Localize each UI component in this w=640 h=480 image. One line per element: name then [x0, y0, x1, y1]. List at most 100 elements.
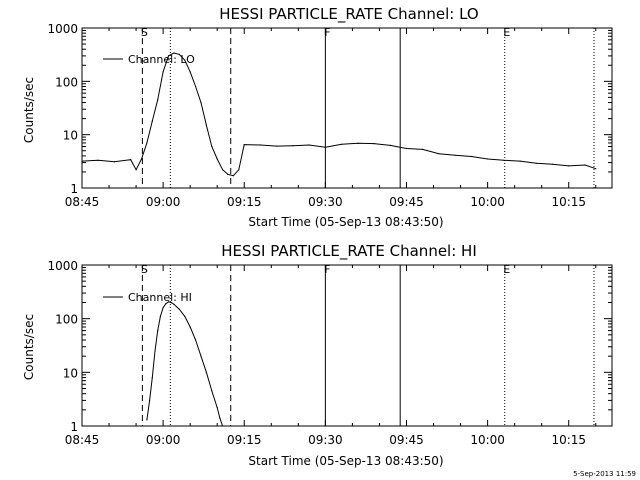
data-point-lo-0-18 — [211, 145, 213, 148]
x-tick-label-hi-6: 10:15 — [551, 433, 586, 447]
data-point-lo-0-0 — [81, 160, 83, 162]
data-point-lo-0-39 — [487, 158, 489, 160]
data-point-lo-0-8 — [157, 99, 159, 101]
data-point-lo-0-10 — [167, 55, 170, 57]
data-point-lo-0-12 — [178, 53, 180, 56]
data-point-hi-0-1 — [149, 399, 151, 401]
data-point-hi-0-4 — [157, 330, 159, 332]
data-point-lo-0-4 — [135, 169, 137, 171]
x-tick-label-lo-0: 08:45 — [65, 195, 100, 209]
data-point-hi-0-18 — [216, 407, 218, 409]
y-tick-label-hi-3: 1000 — [47, 259, 78, 273]
series-group-hi — [146, 301, 224, 427]
series-line-hi-0 — [146, 301, 224, 427]
data-point-lo-0-17 — [205, 124, 207, 126]
y-tick-label-lo-0: 1 — [70, 182, 78, 196]
panel-channel-hi: HESSI PARTICLE_RATE Channel: HI Counts/s… — [22, 242, 613, 468]
data-point-lo-0-28 — [308, 144, 310, 146]
data-point-lo-0-23 — [238, 169, 240, 171]
x-tick-label-lo-4: 09:45 — [389, 195, 424, 209]
legend-hi: Channel: HI — [103, 291, 192, 304]
y-tick-label-lo-2: 100 — [55, 75, 78, 89]
data-point-lo-0-3 — [130, 159, 132, 161]
chart-title-lo: HESSI PARTICLE_RATE Channel: LO — [219, 5, 478, 24]
data-point-hi-0-0 — [146, 419, 148, 421]
axis-ticks-hi — [81, 264, 612, 427]
data-point-lo-0-5 — [140, 158, 143, 160]
data-point-hi-0-11 — [178, 308, 180, 310]
x-tick-label-lo-5: 10:00 — [470, 195, 505, 209]
data-point-lo-0-37 — [454, 154, 456, 156]
data-point-lo-0-36 — [438, 153, 440, 155]
data-point-hi-0-12 — [184, 315, 186, 317]
data-point-lo-0-20 — [222, 169, 224, 171]
x-tick-label-hi-1: 09:00 — [146, 433, 181, 447]
data-point-lo-0-1 — [97, 159, 99, 161]
data-point-lo-0-13 — [184, 59, 186, 61]
event-marker-label-lo-0: S — [141, 26, 148, 39]
data-point-lo-0-9 — [162, 71, 164, 73]
data-point-lo-0-44 — [568, 165, 570, 167]
legend-lo: Channel: LO — [103, 53, 195, 66]
event-marker-label-hi-3: F — [324, 263, 330, 276]
panel-channel-lo: HESSI PARTICLE_RATE Channel: LO Counts/s… — [22, 5, 613, 229]
series-line-lo-0 — [81, 52, 596, 177]
event-marker-label-lo-5: E — [503, 26, 510, 39]
x-tick-label-hi-3: 09:30 — [308, 433, 343, 447]
data-point-lo-0-7 — [151, 120, 153, 122]
data-point-lo-0-26 — [276, 145, 278, 147]
data-point-lo-0-30 — [341, 143, 343, 145]
data-point-lo-0-45 — [584, 164, 586, 166]
data-point-lo-0-46 — [595, 168, 597, 170]
x-axis-label-hi: Start Time (05-Sep-13 08:43:50) — [248, 454, 443, 468]
data-point-hi-0-6 — [162, 307, 164, 309]
data-point-lo-0-31 — [357, 142, 359, 144]
data-point-lo-0-21 — [227, 173, 229, 175]
plot-frame-lo — [81, 27, 613, 189]
axis-ticks-lo — [81, 27, 612, 189]
y-tick-label-hi-1: 10 — [63, 366, 78, 380]
data-point-lo-0-24 — [243, 144, 245, 146]
x-tick-label-hi-5: 10:00 — [470, 433, 505, 447]
data-point-hi-0-20 — [222, 425, 224, 427]
y-tick-label-lo-3: 1000 — [47, 22, 78, 36]
data-point-lo-0-38 — [470, 155, 472, 158]
plot-frame-hi — [81, 264, 613, 427]
event-marker-label-lo-3: F — [324, 26, 330, 39]
data-point-lo-0-40 — [503, 159, 505, 161]
y-tick-label-hi-2: 100 — [55, 313, 78, 327]
data-point-lo-0-6 — [146, 142, 148, 144]
event-marker-label-hi-0: S — [141, 263, 148, 276]
x-tick-label-lo-3: 09:30 — [308, 195, 343, 209]
data-point-hi-0-2 — [151, 376, 153, 379]
data-point-hi-0-3 — [154, 350, 156, 352]
data-point-hi-0-14 — [195, 339, 197, 341]
data-point-lo-0-19 — [216, 158, 218, 160]
x-tick-label-hi-2: 09:15 — [227, 433, 262, 447]
data-point-hi-0-7 — [165, 303, 167, 305]
data-point-lo-0-29 — [324, 146, 326, 148]
data-point-hi-0-15 — [200, 355, 202, 357]
tick-labels-lo: 08:45 09:00 09:15 09:30 09:45 10:00 10:15 1 10 10… — [47, 22, 586, 209]
x-tick-label-lo-6: 10:15 — [551, 195, 586, 209]
data-point-lo-0-16 — [200, 102, 202, 104]
data-point-lo-0-34 — [405, 147, 408, 150]
data-point-lo-0-42 — [535, 162, 537, 164]
series-group-lo — [81, 52, 597, 177]
data-point-lo-0-32 — [373, 143, 375, 145]
y-axis-label-lo: Counts/sec — [22, 77, 36, 143]
data-point-lo-0-22 — [232, 175, 234, 177]
data-point-lo-0-33 — [389, 144, 391, 146]
y-axis-label-hi: Counts/sec — [22, 314, 36, 380]
data-point-lo-0-27 — [292, 145, 294, 147]
data-point-lo-0-35 — [422, 148, 424, 150]
x-tick-label-lo-2: 09:15 — [227, 195, 262, 209]
timestamp-stamp: 5-Sep-2013 11:59 — [573, 470, 636, 478]
x-tick-label-hi-4: 09:45 — [389, 433, 424, 447]
event-marker-label-hi-5: E — [503, 263, 510, 276]
x-axis-label-lo: Start Time (05-Sep-13 08:43:50) — [248, 215, 443, 229]
data-point-lo-0-25 — [259, 144, 262, 146]
